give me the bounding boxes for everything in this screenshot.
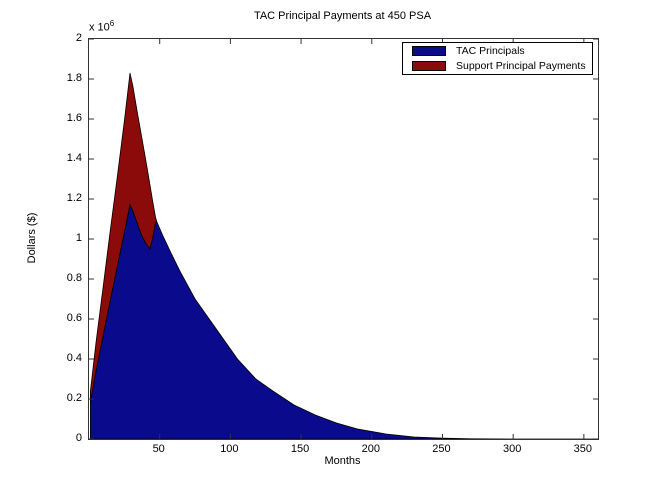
legend-label-support: Support Principal Payments: [456, 60, 586, 72]
y-axis-multiplier-base: x 10: [89, 21, 110, 34]
x-tick-label-50: 50: [152, 443, 165, 455]
area-chart-canvas: [89, 39, 598, 439]
x-tick-label-300: 300: [502, 443, 522, 455]
tac-area: [90, 203, 598, 439]
y-axis-label: Dollars ($): [26, 212, 38, 264]
y-tick-label-0.4: 0.4: [66, 352, 82, 364]
x-axis-label: Months: [324, 455, 361, 467]
legend-label-tac: TAC Principals: [456, 45, 525, 57]
y-tick-label-0.6: 0.6: [66, 312, 82, 324]
legend: TAC Principals Support Principal Payment…: [402, 42, 593, 75]
y-tick-label-0: 0: [75, 432, 82, 444]
x-tick-label-100: 100: [220, 443, 239, 455]
chart-title: TAC Principal Payments at 450 PSA: [253, 10, 432, 22]
legend-swatch-tac: [412, 46, 446, 56]
y-tick-label-1.8: 1.8: [66, 72, 82, 84]
y-axis-multiplier: x 106: [89, 19, 114, 34]
y-tick-label-1.2: 1.2: [66, 192, 82, 204]
y-tick-label-1.6: 1.6: [66, 112, 82, 124]
y-tick-label-2: 2: [75, 32, 82, 44]
x-tick-label-200: 200: [361, 443, 380, 455]
x-tick-label-250: 250: [432, 443, 451, 455]
y-tick-label-1: 1: [75, 232, 82, 244]
y-tick-label-0.8: 0.8: [66, 272, 82, 284]
legend-entry-tac: TAC Principals: [403, 44, 592, 59]
x-tick-label-150: 150: [290, 443, 310, 455]
legend-entry-support: Support Principal Payments: [403, 59, 592, 74]
y-tick-label-0.2: 0.2: [66, 392, 82, 404]
x-tick-label-350: 350: [573, 443, 593, 455]
y-tick-label-1.4: 1.4: [66, 152, 82, 164]
plot-area: [88, 38, 599, 440]
legend-swatch-support: [412, 61, 446, 71]
y-axis-multiplier-exponent: 6: [109, 19, 115, 28]
